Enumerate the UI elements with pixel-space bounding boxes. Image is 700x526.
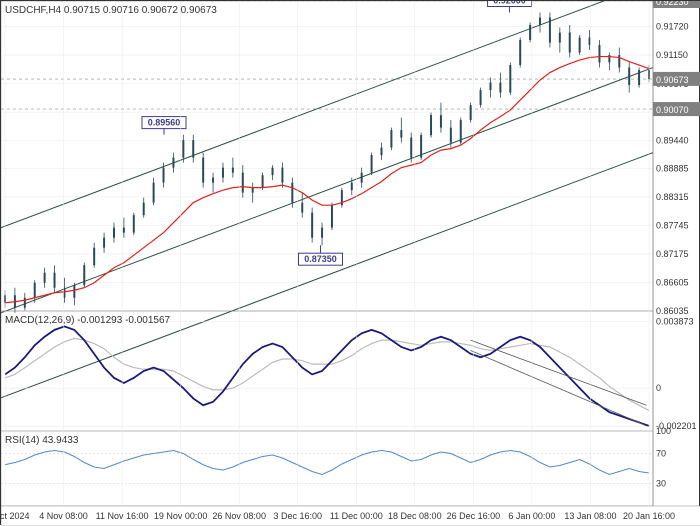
svg-text:0.92000: 0.92000 bbox=[493, 1, 526, 6]
svg-text:MACD(12,26,9) -0.001293 -0.001: MACD(12,26,9) -0.001293 -0.001567 bbox=[5, 315, 171, 326]
svg-text:26 Nov 08:00: 26 Nov 08:00 bbox=[212, 511, 266, 521]
svg-text:100: 100 bbox=[656, 426, 671, 436]
svg-text:30: 30 bbox=[656, 479, 666, 489]
svg-text:USDCHF,H4 0.90715 0.90716 0.90: USDCHF,H4 0.90715 0.90716 0.90672 0.9067… bbox=[5, 5, 217, 16]
svg-text:13 Jan 08:00: 13 Jan 08:00 bbox=[564, 511, 616, 521]
svg-text:0.86035: 0.86035 bbox=[656, 306, 689, 316]
rsi-panel: 30 70 100 RSI(14) 43.9433 bbox=[1, 426, 671, 506]
svg-text:28 Oct 2024: 28 Oct 2024 bbox=[1, 511, 30, 521]
svg-text:0.89560: 0.89560 bbox=[148, 118, 181, 128]
svg-text:11 Nov 16:00: 11 Nov 16:00 bbox=[96, 511, 149, 521]
chart-svg[interactable]: 0.86035 0.86605 0.87175 0.87745 0.88315 0.888… bbox=[1, 1, 700, 526]
svg-text:18 Dec 08:00: 18 Dec 08:00 bbox=[388, 511, 442, 521]
svg-text:26 Dec 16:00: 26 Dec 16:00 bbox=[447, 511, 501, 521]
svg-text:0.86605: 0.86605 bbox=[656, 277, 689, 287]
svg-text:20 Jan 16:00: 20 Jan 16:00 bbox=[623, 511, 675, 521]
svg-text:0.87745: 0.87745 bbox=[656, 220, 689, 230]
svg-text:0.91150: 0.91150 bbox=[656, 50, 688, 60]
svg-text:0.87175: 0.87175 bbox=[656, 249, 689, 259]
svg-text:0.90070: 0.90070 bbox=[656, 105, 689, 115]
svg-text:70: 70 bbox=[656, 449, 666, 459]
svg-text:4 Nov 08:00: 4 Nov 08:00 bbox=[39, 511, 88, 521]
svg-text:0.90673: 0.90673 bbox=[656, 75, 689, 85]
svg-text:0.89440: 0.89440 bbox=[656, 136, 689, 146]
svg-text:0.87350: 0.87350 bbox=[304, 254, 337, 264]
svg-text:RSI(14) 43.9433: RSI(14) 43.9433 bbox=[5, 435, 79, 446]
svg-text:11 Dec 00:00: 11 Dec 00:00 bbox=[330, 511, 383, 521]
svg-text:19 Nov 00:00: 19 Nov 00:00 bbox=[154, 511, 208, 521]
macd-panel: -0.00220100.003873MACD(12,26,9) -0.00129… bbox=[1, 311, 697, 431]
x-axis: 28 Oct 2024 4 Nov 08:00 11 Nov 16:00 19 Nov… bbox=[1, 1, 700, 526]
svg-text:0.88885: 0.88885 bbox=[656, 163, 689, 173]
svg-text:0: 0 bbox=[656, 383, 661, 393]
main-panel: 0.86035 0.86605 0.87175 0.87745 0.88315 0.888… bbox=[1, 1, 700, 398]
svg-text:0.88315: 0.88315 bbox=[656, 192, 689, 202]
svg-text:3 Dec 16:00: 3 Dec 16:00 bbox=[273, 511, 322, 521]
svg-text:0.92230: 0.92230 bbox=[656, 1, 689, 7]
svg-text:6 Jan 00:00: 6 Jan 00:00 bbox=[508, 511, 555, 521]
chart-container: 0.86035 0.86605 0.87175 0.87745 0.88315 0.888… bbox=[0, 0, 700, 525]
svg-text:0.003873: 0.003873 bbox=[656, 317, 694, 327]
svg-text:0.91720: 0.91720 bbox=[656, 22, 689, 32]
